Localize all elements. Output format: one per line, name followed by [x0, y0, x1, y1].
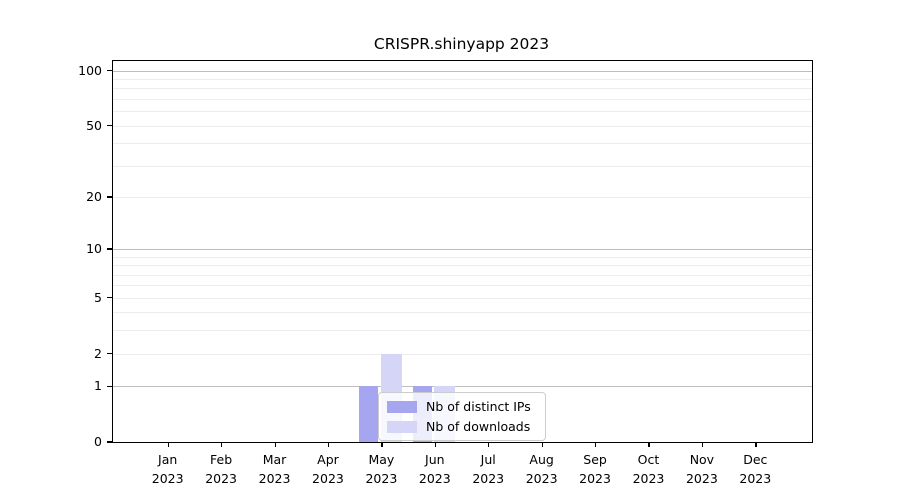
y-tick-1	[106, 385, 112, 387]
y-gridline-minor-20	[113, 196, 812, 198]
x-tick-label-year: 2023	[205, 471, 238, 486]
x-tick-Apr	[327, 442, 330, 447]
plot-area: Nb of distinct IPs Nb of downloads Jan 20…	[78, 60, 813, 486]
x-tick-Jul	[488, 442, 490, 447]
x-tick-label-year: 2023	[739, 471, 772, 486]
x-tick-label-year: 2023	[151, 471, 184, 486]
x-tick-label-Jan: Jan 2023	[140, 450, 196, 488]
y-tick-label-20: 20	[86, 188, 102, 204]
y-gridline-minor-50	[113, 125, 812, 127]
y-gridline-minor-40	[113, 143, 812, 145]
x-tick-label-Sep: Sep 2023	[567, 450, 623, 488]
y-gridline-minor-90	[113, 78, 812, 80]
legend-item-distinct-ips: Nb of distinct IPs	[387, 399, 537, 414]
legend-item-downloads: Nb of downloads	[387, 419, 537, 434]
x-tick-label-Feb: Feb 2023	[193, 450, 249, 488]
y-gridline-major-1	[113, 386, 812, 388]
x-tick-label-month: May	[368, 452, 395, 467]
y-tick-label-50: 50	[86, 117, 102, 133]
y-tick-20	[106, 196, 112, 198]
x-tick-label-month: Jun	[425, 452, 445, 467]
x-tick-label-Dec: Dec 2023	[727, 450, 783, 488]
x-tick-label-year: 2023	[525, 471, 558, 486]
y-gridline-minor-6	[113, 285, 812, 287]
legend-label-downloads: Nb of downloads	[426, 419, 531, 434]
x-tick-label-month: Dec	[743, 452, 768, 467]
x-tick-label-year: 2023	[685, 471, 718, 486]
y-gridline-minor-4	[113, 312, 812, 314]
legend-swatch-distinct-ips	[387, 400, 417, 413]
x-tick-label-month: Jan	[158, 452, 178, 467]
y-tick-100	[106, 69, 112, 72]
x-tick-label-year: 2023	[365, 471, 398, 486]
x-tick-Jan	[167, 442, 169, 447]
y-tick-label-10: 10	[86, 240, 102, 256]
legend-label-distinct-ips: Nb of distinct IPs	[426, 399, 531, 414]
x-tick-label-Apr: Apr 2023	[300, 450, 356, 488]
x-tick-Feb	[221, 442, 223, 447]
x-tick-Dec	[755, 442, 757, 447]
y-gridline-minor-3	[113, 330, 812, 332]
y-gridline-major-10	[113, 248, 812, 250]
x-tick-label-year: 2023	[258, 471, 291, 486]
x-tick-label-year: 2023	[418, 471, 451, 486]
x-tick-label-month: Nov	[689, 452, 715, 467]
y-gridline-minor-8	[113, 265, 812, 267]
x-tick-Mar	[274, 442, 276, 447]
y-gridline-minor-30	[113, 165, 812, 167]
x-tick-label-Aug: Aug 2023	[514, 450, 570, 488]
y-gridline-minor-60	[113, 111, 812, 113]
y-tick-label-5: 5	[94, 289, 102, 305]
x-tick-Jun	[434, 442, 436, 447]
y-tick-2	[106, 352, 112, 355]
y-gridline-minor-70	[113, 98, 812, 100]
legend-swatch-downloads	[387, 420, 417, 433]
x-tick-label-Mar: Mar 2023	[247, 450, 303, 488]
bar-distinct-ips-May	[359, 386, 379, 442]
y-tick-10	[106, 248, 112, 250]
x-tick-May	[381, 442, 383, 447]
y-gridline-minor-2	[113, 353, 812, 355]
x-tick-label-month: Aug	[529, 452, 554, 467]
chart-title: CRISPR.shinyapp 2023	[373, 35, 550, 53]
y-gridline-minor-80	[113, 88, 812, 90]
x-tick-label-year: 2023	[472, 471, 505, 486]
x-tick-label-Jul: Jul 2023	[460, 450, 516, 488]
x-tick-label-May: May 2023	[353, 450, 409, 488]
x-tick-Nov	[701, 442, 704, 447]
x-tick-label-Jun: Jun 2023	[407, 450, 463, 488]
y-tick-label-2: 2	[94, 345, 102, 361]
x-tick-Sep	[595, 442, 597, 447]
x-tick-label-month: Sep	[583, 452, 607, 467]
x-tick-label-month: Jul	[480, 452, 496, 467]
x-tick-label-year: 2023	[579, 471, 611, 486]
x-tick-label-Nov: Nov 2023	[674, 450, 730, 488]
y-tick-0	[106, 441, 112, 443]
legend: Nb of distinct IPs Nb of downloads	[378, 392, 546, 441]
x-tick-label-month: Apr	[317, 452, 339, 467]
y-gridline-minor-9	[113, 256, 812, 258]
x-tick-label-year: 2023	[632, 471, 665, 486]
y-tick-label-100: 100	[78, 62, 102, 78]
x-tick-Oct	[648, 442, 650, 447]
x-tick-label-Oct: Oct 2023	[620, 450, 676, 488]
y-gridline-minor-7	[113, 274, 812, 276]
x-tick-label-month: Feb	[210, 452, 233, 467]
y-tick-label-0: 0	[94, 434, 102, 449]
x-tick-label-month: Oct	[637, 452, 660, 467]
x-tick-label-year: 2023	[312, 471, 344, 486]
y-gridline-minor-5	[113, 297, 812, 299]
y-tick-label-1: 1	[94, 378, 102, 394]
x-tick-Aug	[541, 442, 543, 447]
y-tick-50	[106, 124, 112, 127]
y-tick-5	[106, 297, 112, 299]
y-gridline-major-100	[113, 70, 812, 72]
x-tick-label-month: Mar	[262, 452, 287, 467]
